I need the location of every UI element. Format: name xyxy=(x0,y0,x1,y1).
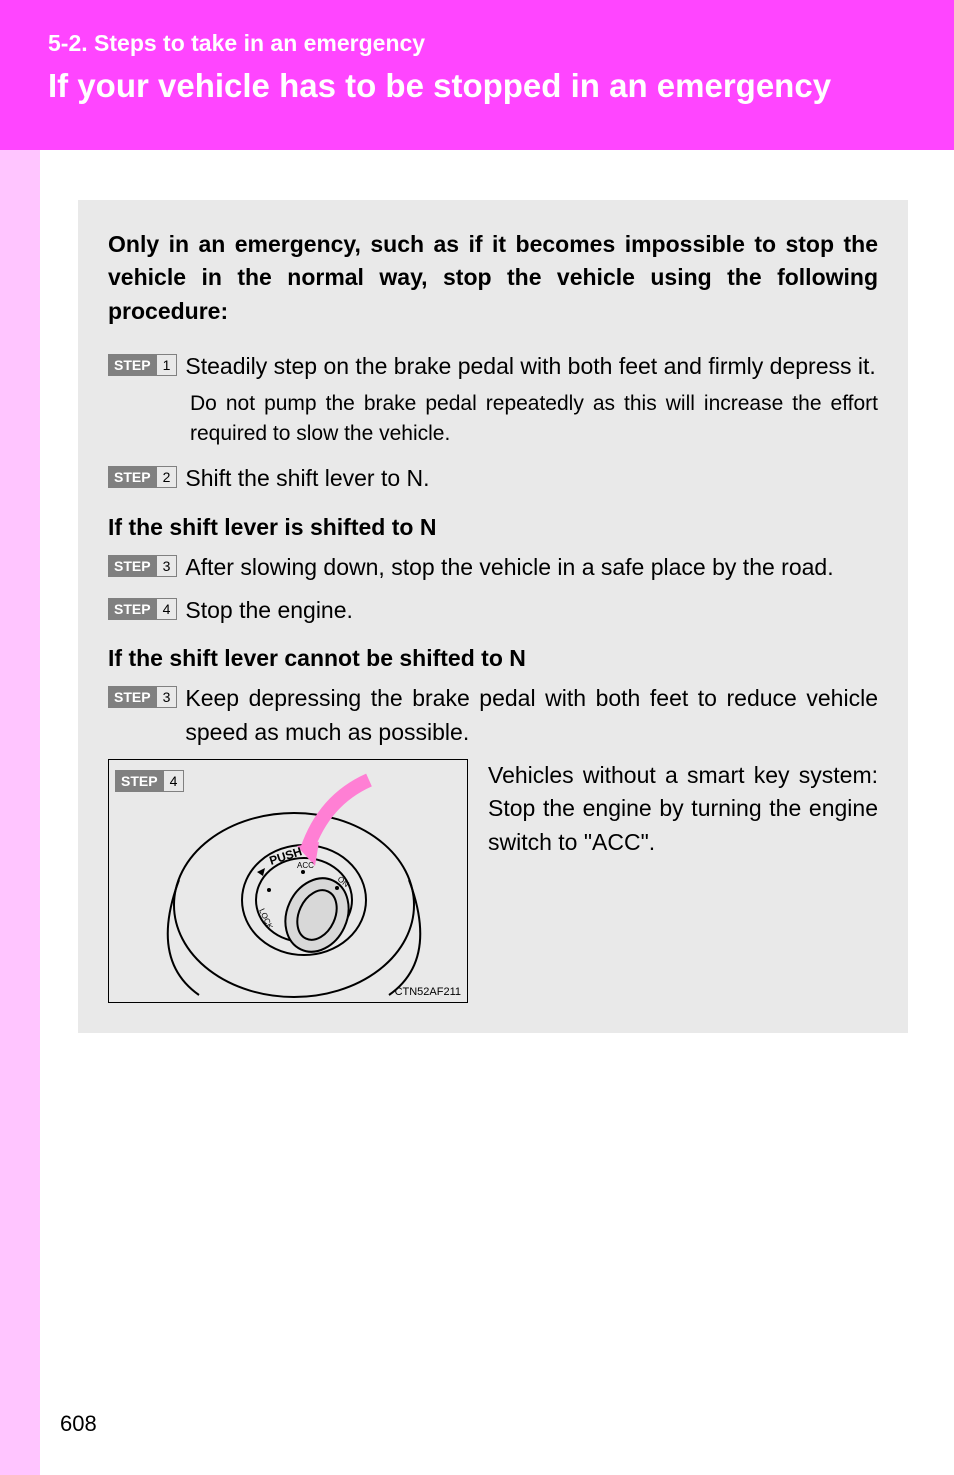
subheading: If the shift lever cannot be shifted to … xyxy=(108,645,878,672)
step-block: STEP 3 After slowing down, stop the vehi… xyxy=(108,551,878,584)
step-text: Steadily step on the brake pedal with bo… xyxy=(185,350,878,383)
page-number: 608 xyxy=(60,1411,97,1437)
step-number: 4 xyxy=(157,598,178,620)
ignition-svg: PUSH LOCK ACC ON xyxy=(109,760,469,1004)
ignition-illustration: STEP 4 PUSH LOCK ACC xyxy=(108,759,468,1003)
step-label: STEP xyxy=(108,686,157,708)
content-box: Only in an emergency, such as if it beco… xyxy=(78,200,908,1033)
step4-text: Vehicles without a smart key system: Sto… xyxy=(488,759,878,1003)
step-block: STEP 1 Steadily step on the brake pedal … xyxy=(108,350,878,448)
step-text: Keep depressing the brake pedal with bot… xyxy=(185,682,878,749)
step-number: 3 xyxy=(157,686,178,708)
intro-text: Only in an emergency, such as if it beco… xyxy=(108,228,878,328)
step-tag: STEP 2 xyxy=(108,466,177,488)
illustration-code: CTN52AF211 xyxy=(395,986,461,998)
page-title: If your vehicle has to be stopped in an … xyxy=(48,67,926,105)
section-label: 5-2. Steps to take in an emergency xyxy=(48,30,926,57)
step-tag: STEP 1 xyxy=(108,354,177,376)
step-number: 3 xyxy=(157,555,178,577)
step-tag: STEP 3 xyxy=(108,555,177,577)
step-subtext: Do not pump the brake pedal repeatedly a… xyxy=(190,389,878,448)
step-label: STEP xyxy=(108,555,157,577)
step-number: 1 xyxy=(157,354,178,376)
step-tag: STEP 3 xyxy=(108,686,177,708)
step-number: 2 xyxy=(157,466,178,488)
step-text: Stop the engine. xyxy=(185,594,878,627)
step-label: STEP xyxy=(108,466,157,488)
subheading: If the shift lever is shifted to N xyxy=(108,514,878,541)
step-text: After slowing down, stop the vehicle in … xyxy=(185,551,878,584)
step-block: STEP 2 Shift the shift lever to N. xyxy=(108,462,878,495)
left-margin-tab xyxy=(0,0,40,1475)
header-bar: 5-2. Steps to take in an emergency If yo… xyxy=(0,0,954,150)
acc-label: ACC xyxy=(297,861,314,870)
step-text: Shift the shift lever to N. xyxy=(185,462,878,495)
step-block: STEP 4 Stop the engine. xyxy=(108,594,878,627)
step-label: STEP xyxy=(108,354,157,376)
step4-row: STEP 4 PUSH LOCK ACC xyxy=(108,759,878,1003)
step-block: STEP 3 Keep depressing the brake pedal w… xyxy=(108,682,878,749)
step-label: STEP xyxy=(108,598,157,620)
lock-label: LOCK xyxy=(257,907,275,931)
step-tag: STEP 4 xyxy=(108,598,177,620)
